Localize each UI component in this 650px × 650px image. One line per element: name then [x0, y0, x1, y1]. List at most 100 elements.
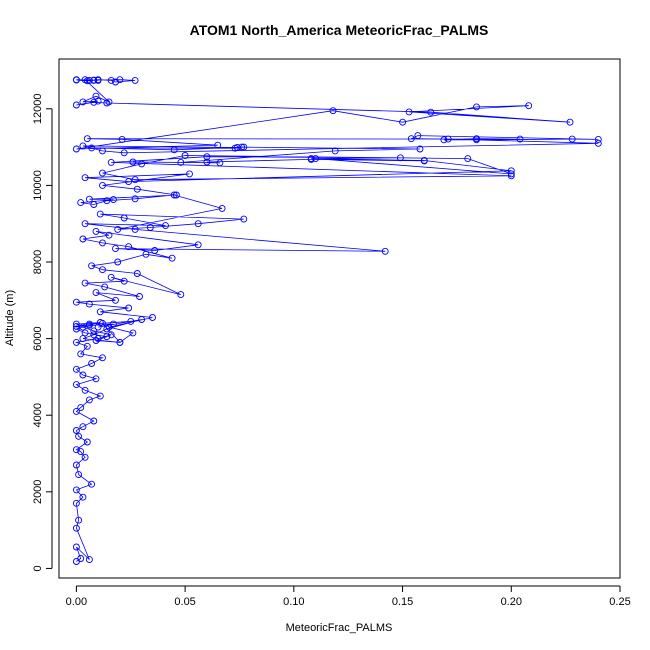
data-point — [99, 181, 106, 189]
data-point — [507, 170, 515, 178]
data-point — [307, 155, 315, 163]
data-point — [99, 266, 106, 274]
data-point — [72, 427, 80, 434]
data-point — [129, 329, 137, 337]
data-point — [177, 158, 185, 166]
data-point — [72, 381, 80, 389]
data-point — [72, 145, 80, 153]
data-point — [90, 201, 98, 208]
chart-title: ATOM1 North_America MeteoricFrac_PALMS — [190, 22, 489, 38]
data-point — [420, 157, 428, 165]
data-point — [427, 108, 435, 116]
data-point — [72, 543, 80, 551]
data-point — [170, 146, 178, 154]
data-point — [79, 371, 87, 379]
data-point — [131, 195, 139, 203]
data-point — [138, 160, 146, 168]
data-point — [312, 155, 320, 163]
data-point — [72, 325, 80, 333]
data-point — [94, 76, 102, 84]
data-point — [96, 210, 104, 218]
data-point — [99, 354, 106, 362]
data-point — [94, 323, 102, 331]
data-point — [186, 170, 193, 178]
data-point — [114, 225, 122, 233]
data-point — [399, 118, 407, 126]
data-point — [105, 323, 113, 331]
data-point — [568, 135, 576, 143]
y-axis-label: Altitude (m) — [4, 290, 16, 346]
data-point — [464, 155, 472, 163]
data-point — [88, 360, 96, 367]
data-point — [79, 142, 87, 150]
data-point — [103, 197, 111, 205]
data-point — [99, 319, 106, 327]
data-point — [92, 375, 100, 383]
data-point — [94, 335, 102, 343]
data-point — [99, 147, 106, 155]
x-axis: 0.00 0.05 0.10 0.15 0.20 0.25 — [66, 585, 631, 608]
data-point — [331, 147, 339, 155]
data-point — [92, 289, 100, 297]
data-point — [194, 241, 202, 249]
data-point — [96, 308, 104, 316]
data-point — [72, 76, 80, 84]
data-point — [151, 247, 159, 254]
data-point — [77, 555, 85, 562]
data-point — [594, 135, 602, 143]
data-point — [131, 225, 139, 233]
data-point — [99, 239, 106, 247]
data-point — [112, 245, 119, 253]
data-point — [92, 92, 100, 100]
data-point — [92, 227, 100, 235]
data-point — [162, 222, 169, 230]
data-point — [407, 135, 415, 143]
data-point — [85, 300, 93, 308]
data-point — [329, 107, 337, 115]
data-point — [516, 135, 524, 143]
data-point — [125, 243, 133, 251]
data-point — [103, 333, 111, 341]
data-point — [72, 338, 80, 346]
data-point — [79, 493, 87, 501]
data-point — [416, 145, 424, 153]
data-point — [79, 235, 87, 243]
data-point — [396, 154, 404, 162]
data-point — [133, 270, 141, 277]
data-point — [81, 174, 89, 182]
data-point — [118, 135, 126, 143]
data-point — [214, 141, 222, 149]
data-point — [75, 471, 83, 479]
data-point — [72, 486, 80, 494]
y-tick-label: 12000 — [32, 93, 44, 124]
data-point — [77, 199, 85, 207]
data-point — [566, 118, 574, 126]
data-point — [125, 304, 133, 312]
data-point — [72, 320, 80, 328]
y-tick-label: 8000 — [32, 250, 44, 274]
data-point — [116, 338, 124, 346]
data-point — [85, 195, 93, 203]
data-point — [131, 176, 139, 184]
data-point — [81, 220, 89, 228]
data-point — [72, 524, 80, 532]
data-point — [238, 143, 246, 151]
data-point — [107, 76, 115, 84]
data-point — [146, 224, 154, 231]
data-point — [83, 342, 91, 350]
data-point — [107, 273, 115, 281]
data-point — [75, 516, 83, 524]
data-point — [85, 76, 93, 84]
x-tick-label: 0.10 — [283, 596, 304, 608]
x-tick-label: 0.05 — [174, 596, 195, 608]
data-point — [107, 158, 115, 166]
data-point — [72, 461, 80, 469]
data-point — [203, 158, 211, 166]
data-point — [240, 143, 248, 151]
data-point — [149, 314, 156, 321]
y-axis: 0 2000 4000 6000 8000 10000 12000 — [32, 93, 53, 571]
data-point — [90, 98, 98, 106]
data-point — [114, 258, 122, 266]
data-point — [99, 169, 106, 177]
data-point — [133, 185, 141, 193]
